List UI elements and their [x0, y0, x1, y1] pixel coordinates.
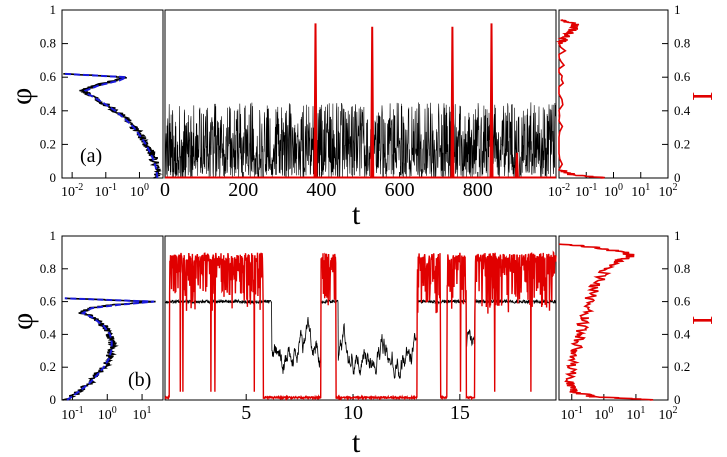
- y-tick-label: 0: [50, 170, 57, 185]
- y-tick-label: 1: [674, 228, 681, 243]
- left-hist-series-1: [64, 72, 159, 179]
- x-tick-label: 100: [130, 182, 149, 200]
- y-tick-label: 0.6: [40, 294, 57, 309]
- panel-a-ylabel-phi: φ: [5, 88, 38, 105]
- x-tick-label: 200: [228, 179, 258, 201]
- panel-b-xlabel-t: t: [352, 426, 361, 457]
- right-hist-series-0: [558, 243, 654, 401]
- x-tick-label: 10-1: [561, 405, 583, 423]
- I-trace: [165, 23, 556, 179]
- panel-a-ylabel-I: I: [688, 92, 719, 101]
- y-tick-label: 0.4: [40, 326, 57, 341]
- x-tick-label: 100: [594, 405, 613, 423]
- x-tick-label: 10-1: [95, 182, 117, 200]
- panel-b-left-histogram: 0 0.2 0.4 0.6 0.8 1 10-1 100 101: [40, 228, 164, 423]
- y-tick-label: 0: [50, 392, 57, 407]
- x-tick-label: 10-2: [61, 182, 83, 200]
- y-tick-label: 0.4: [674, 326, 691, 341]
- panel-a-label: (a): [80, 145, 102, 167]
- phi-trace: [164, 298, 557, 379]
- x-tick-label: 400: [306, 179, 336, 201]
- panel-b-timeseries: 5 10 15: [164, 235, 557, 424]
- panel-b-ylabel-phi: φ: [6, 313, 39, 330]
- y-tick-label: 0.8: [40, 261, 56, 276]
- I-trace: [164, 250, 557, 401]
- right-hist-series-0: [556, 19, 606, 179]
- x-tick-label: 102: [659, 182, 678, 200]
- panel-a-timeseries: 0 200 400 600 800: [160, 9, 557, 201]
- x-tick-label: 5: [241, 402, 251, 424]
- y-tick-label: 0.2: [674, 359, 690, 374]
- y-tick-label: 1: [50, 228, 57, 243]
- y-tick-label: 0: [674, 392, 681, 407]
- y-tick-label: 1: [674, 2, 681, 17]
- timeseries-frame: [164, 235, 557, 401]
- left-hist-frame: [61, 235, 164, 401]
- y-tick-label: 0.2: [674, 136, 690, 151]
- y-tick-label: 0.8: [674, 36, 690, 51]
- panel-a-right-histogram: 0 0.2 0.4 0.6 0.8 1 10-2 10-1 100 101 102: [548, 2, 691, 200]
- panel-b-label: (b): [128, 369, 151, 391]
- y-tick-label: 0.2: [40, 136, 56, 151]
- left-hist-series-0: [63, 73, 163, 179]
- y-tick-label: 0.2: [40, 359, 56, 374]
- x-tick-label: 10-2: [548, 182, 570, 200]
- panel-b: 0 0.2 0.4 0.6 0.8 1 10-1 100 101 5 10 15 0 0.2 0.4 0.…: [6, 228, 719, 457]
- right-hist-frame: [558, 235, 669, 401]
- x-tick-label: 101: [626, 405, 645, 423]
- panel-a-xlabel-t: t: [352, 198, 361, 231]
- y-tick-label: 0.4: [40, 103, 57, 118]
- y-tick-label: 1: [50, 2, 57, 17]
- x-tick-label: 100: [98, 405, 117, 423]
- phi-trace: [165, 102, 557, 179]
- y-tick-label: 0.6: [674, 69, 691, 84]
- x-tick-label: 15: [450, 402, 470, 424]
- panel-b-ylabel-I: I: [688, 316, 719, 325]
- y-tick-label: 0.6: [674, 294, 691, 309]
- x-tick-label: 101: [133, 405, 152, 423]
- panel-b-right-histogram: 0 0.2 0.4 0.6 0.8 1 10-1 100 101 102: [558, 228, 691, 423]
- y-tick-label: 0.4: [674, 103, 691, 118]
- x-tick-label: 10-1: [61, 405, 83, 423]
- x-tick-label: 100: [604, 182, 623, 200]
- x-tick-label: 10: [343, 402, 363, 424]
- x-tick-label: 10-1: [575, 182, 597, 200]
- right-hist-frame: [558, 9, 669, 179]
- x-tick-label: 0: [160, 179, 170, 201]
- y-tick-label: 0.8: [40, 36, 56, 51]
- panel-a-left-histogram: 0 0.2 0.4 0.6 0.8 1 10-2 10-1 100: [40, 2, 164, 200]
- x-tick-label: 102: [659, 405, 678, 423]
- y-tick-label: 0.8: [674, 261, 690, 276]
- x-tick-label: 800: [463, 179, 493, 201]
- x-tick-label: 600: [385, 179, 415, 201]
- y-tick-label: 0: [674, 170, 681, 185]
- left-hist-frame: [61, 9, 164, 179]
- y-tick-label: 0.6: [40, 69, 57, 84]
- x-tick-label: 101: [631, 182, 650, 200]
